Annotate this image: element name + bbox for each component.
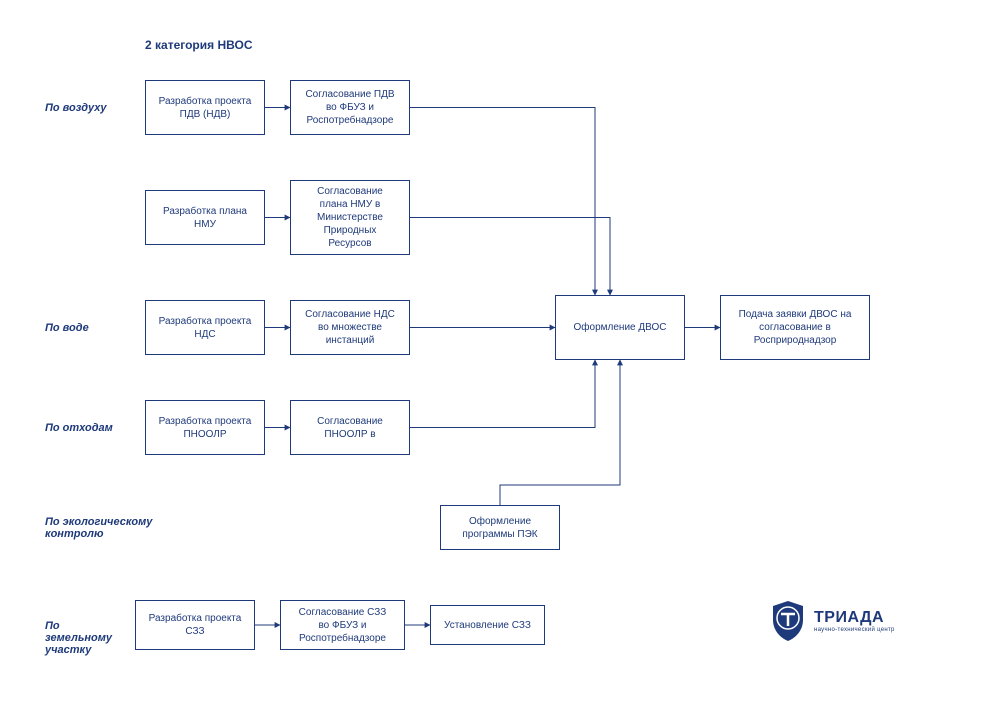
- row-label-lbl-land: Поземельномуучастку: [45, 620, 112, 656]
- node-n5: Разработка проектаНДС: [145, 300, 265, 355]
- node-n14: Установление СЗЗ: [430, 605, 545, 645]
- node-n11: Подача заявки ДВОС насогласование вРоспр…: [720, 295, 870, 360]
- diagram-title: 2 категория НВОС: [145, 38, 252, 52]
- logo-subtext: научно-технический центр: [814, 627, 895, 633]
- row-label-lbl-waste: По отходам: [45, 422, 113, 434]
- node-n13: Согласование СЗЗво ФБУЗ иРоспотребнадзор…: [280, 600, 405, 650]
- node-n2: Согласование ПДВво ФБУЗ иРоспотребнадзор…: [290, 80, 410, 135]
- node-n6: Согласование НДСво множествеинстанций: [290, 300, 410, 355]
- logo-text: ТРИАДА: [814, 609, 895, 627]
- node-n1: Разработка проектаПДВ (НДВ): [145, 80, 265, 135]
- row-label-lbl-eco: По экологическомуконтролю: [45, 516, 152, 540]
- node-n12: Разработка проектаСЗЗ: [135, 600, 255, 650]
- node-n7: Разработка проектаПНООЛР: [145, 400, 265, 455]
- node-n9: Оформлениепрограммы ПЭК: [440, 505, 560, 550]
- shield-icon: [770, 600, 806, 642]
- node-n10: Оформление ДВОС: [555, 295, 685, 360]
- node-n3: Разработка планаНМУ: [145, 190, 265, 245]
- node-n4: Согласованиеплана НМУ вМинистерствеПриро…: [290, 180, 410, 255]
- row-label-lbl-air: По воздуху: [45, 102, 107, 114]
- row-label-lbl-water: По воде: [45, 322, 89, 334]
- logo: ТРИАДА научно-технический центр: [770, 600, 895, 642]
- node-n8: СогласованиеПНООЛР в: [290, 400, 410, 455]
